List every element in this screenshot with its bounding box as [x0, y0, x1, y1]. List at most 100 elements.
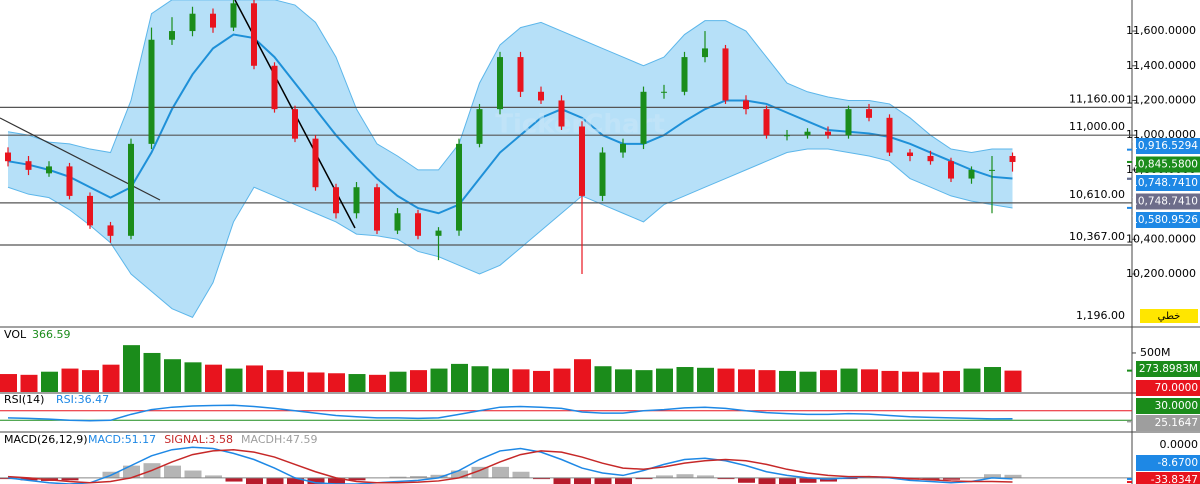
candle-body	[886, 117, 893, 153]
volume-bar	[82, 370, 99, 392]
volume-bar	[697, 367, 714, 392]
volume-bar	[123, 345, 140, 392]
candle-body	[189, 13, 196, 32]
macd-hist	[61, 477, 79, 481]
volume-bar	[205, 364, 222, 392]
volume-bar	[287, 371, 304, 392]
level-label: 70.0000	[1155, 382, 1198, 394]
macd-hist	[430, 474, 448, 478]
zero-label: 0.0000	[1160, 438, 1199, 451]
macd-hist	[164, 465, 181, 478]
candle-body	[251, 3, 257, 66]
volume-bar	[410, 370, 427, 392]
volume-bar	[656, 368, 673, 392]
volume-bar	[430, 368, 448, 392]
candle-body	[292, 109, 298, 139]
rsi-value: 36.47	[78, 393, 110, 406]
level-label: 30.0000	[1155, 400, 1198, 412]
candle-body	[907, 152, 913, 156]
marker-box	[1136, 175, 1200, 191]
candle-body	[825, 131, 831, 136]
macd-hist	[471, 466, 489, 478]
volume-bar	[943, 370, 960, 392]
macd-hist	[348, 477, 366, 481]
marker-box	[1136, 138, 1200, 154]
marker-box	[1136, 193, 1200, 210]
marker-label: 10,580.9526	[1131, 214, 1198, 226]
candle-body	[476, 109, 483, 144]
last-label: -33.8347	[1151, 474, 1198, 484]
macd-hist	[779, 477, 796, 484]
volume-bar	[881, 370, 899, 392]
volume-bar	[184, 362, 202, 392]
last-box	[1136, 472, 1200, 484]
candle-body	[763, 109, 770, 136]
volume-bar	[922, 372, 940, 392]
panel-title: MACD(26,12,9)	[4, 433, 88, 446]
macd-hist	[717, 477, 735, 480]
marker-label: 10,845.5800	[1131, 159, 1198, 171]
last-box	[1136, 361, 1200, 377]
level-note: 1,196.00	[1076, 309, 1125, 322]
level-label: 10,610.00	[1069, 188, 1125, 201]
y-tick-label: 11,600.0000	[1126, 24, 1196, 37]
volume-bar	[615, 369, 632, 392]
candle-body	[25, 161, 32, 170]
level-box	[1136, 380, 1200, 396]
candle-body	[374, 187, 380, 231]
macd-hist	[574, 477, 591, 484]
level-box	[1136, 398, 1200, 414]
macd-header: MACDH:47.59	[241, 433, 317, 446]
level-label: 11,000.00	[1069, 120, 1125, 133]
candle-body	[784, 135, 790, 137]
volume-bar	[20, 374, 38, 392]
candle-body	[415, 213, 421, 236]
header-name: MACD:	[88, 433, 125, 446]
y-tick-label: 500M	[1140, 346, 1171, 359]
macd-hist	[738, 477, 755, 483]
y-tick-label: 11,400.0000	[1126, 59, 1196, 72]
volume-bar	[512, 369, 530, 392]
macd-hist	[656, 475, 673, 478]
candle-body	[927, 155, 934, 162]
candle-body	[46, 166, 52, 174]
extra-box	[1136, 415, 1200, 431]
volume-bar	[471, 366, 489, 392]
macd-hist	[697, 475, 714, 478]
macd-hist	[20, 477, 38, 481]
volume-bar	[738, 369, 755, 392]
candle-body	[87, 195, 93, 226]
volume-bar	[369, 374, 386, 392]
macd-hist	[615, 477, 632, 484]
macd-hist	[389, 476, 407, 478]
volume-bar	[533, 370, 550, 392]
badge: خطي	[1158, 311, 1181, 322]
panel-value: RSI:36.47	[56, 393, 109, 406]
macd-hist	[307, 477, 325, 484]
marker-label: 10,748.7410	[1131, 177, 1198, 189]
band-upper	[7, 0, 1013, 171]
macd-hist	[943, 477, 960, 480]
volume-bar	[984, 367, 1001, 392]
candle-body	[128, 143, 134, 236]
candle-body	[148, 39, 155, 144]
candle-body	[599, 152, 606, 196]
candle-body	[517, 57, 524, 92]
candle-body	[66, 166, 73, 196]
band-middle	[7, 33, 1013, 215]
volume-bar	[574, 359, 591, 392]
signal-line	[7, 448, 1013, 484]
volume-bar	[451, 363, 468, 392]
candle-body	[804, 131, 811, 136]
macd-hist	[635, 477, 653, 480]
y-tick-label: 10,200.0000	[1126, 267, 1196, 280]
panel-title: VOL	[4, 328, 27, 341]
volume-bar	[779, 370, 796, 392]
candle-body	[948, 161, 954, 179]
y-tick-label: 11,200.0000	[1126, 93, 1196, 106]
macd-hist	[984, 474, 1001, 478]
macd-hist	[594, 477, 612, 484]
volume-bar	[102, 364, 120, 392]
last-label: -8.6700	[1157, 457, 1198, 469]
